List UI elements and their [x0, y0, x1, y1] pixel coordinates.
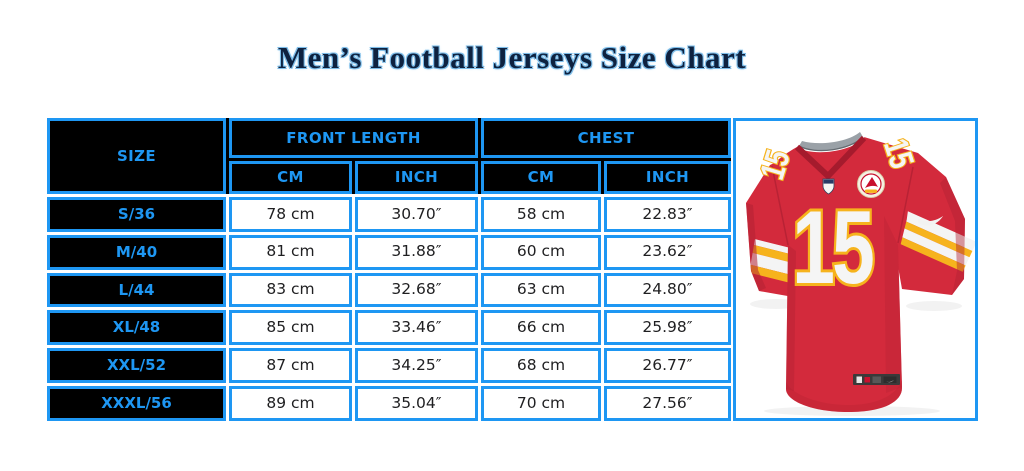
- table-cell: 68 cm: [481, 348, 601, 384]
- chest-cm-subheader: CM: [481, 161, 601, 194]
- v-neck-trim: [794, 135, 867, 179]
- table-cell: 63 cm: [481, 272, 601, 308]
- right-sleeve-shading: [940, 177, 965, 295]
- table-cell: 70 cm: [481, 386, 601, 421]
- size-column-header: SIZE: [47, 118, 226, 194]
- nfl-shield-icon: [822, 178, 835, 195]
- size-label: XXL/52: [47, 348, 226, 384]
- table-cell: 34.25″: [355, 348, 478, 384]
- svg-text:15: 15: [792, 190, 873, 306]
- front-inch-subheader: INCH: [355, 161, 478, 194]
- jersey-photo-panel: 15 15 15: [733, 118, 978, 421]
- table-cell: 25.98″: [604, 310, 731, 346]
- table-cell: 87 cm: [229, 348, 352, 384]
- size-chart-container: SIZE FRONT LENGTH CHEST CM INCH CM INCH …: [47, 118, 978, 421]
- front-cm-subheader: CM: [229, 161, 352, 194]
- table-cell: 33.46″: [355, 310, 478, 346]
- sleeve-shadow: [906, 301, 962, 311]
- shoulder-seams: [771, 165, 914, 246]
- table-cell: 27.56″: [604, 386, 731, 421]
- table-cell: 81 cm: [229, 234, 352, 270]
- size-label: S/36: [47, 197, 226, 232]
- hem-tag: [853, 374, 900, 385]
- table-cell: 32.68″: [355, 272, 478, 308]
- jersey-image: 15 15 15: [739, 132, 975, 416]
- table-cell: 23.62″: [604, 234, 731, 270]
- table-cell: 31.88″: [355, 234, 478, 270]
- side-shading: [786, 245, 796, 391]
- chest-header: CHEST: [481, 118, 731, 158]
- table-cell: 24.80″: [604, 272, 731, 308]
- front-length-header: FRONT LENGTH: [229, 118, 478, 158]
- chest-inch-subheader: INCH: [604, 161, 731, 194]
- table-cell: 85 cm: [229, 310, 352, 346]
- side-mesh-panel: [884, 216, 902, 393]
- size-label: L/44: [47, 272, 226, 308]
- table-cell: 83 cm: [229, 272, 352, 308]
- size-table: SIZE FRONT LENGTH CHEST CM INCH CM INCH …: [47, 118, 731, 421]
- size-label: XL/48: [47, 310, 226, 346]
- jersey-body: [772, 138, 913, 412]
- size-label: M/40: [47, 234, 226, 270]
- table-cell: 30.70″: [355, 197, 478, 232]
- chest-number: 15: [790, 187, 879, 308]
- left-sleeve-shading: [746, 203, 766, 291]
- size-label: XXXL/56: [47, 386, 226, 421]
- team-patch-icon: [857, 170, 885, 198]
- table-cell: 89 cm: [229, 386, 352, 421]
- table-cell: 66 cm: [481, 310, 601, 346]
- table-cell: 22.83″: [604, 197, 731, 232]
- page-title: Men’s Football Jerseys Size Chart: [277, 40, 747, 75]
- hem-shading: [786, 380, 902, 412]
- table-cell: 26.77″: [604, 348, 731, 384]
- nike-swoosh-icon: [917, 215, 944, 226]
- table-cell: 60 cm: [481, 234, 601, 270]
- table-cell: 58 cm: [481, 197, 601, 232]
- table-cell: 78 cm: [229, 197, 352, 232]
- table-cell: 35.04″: [355, 386, 478, 421]
